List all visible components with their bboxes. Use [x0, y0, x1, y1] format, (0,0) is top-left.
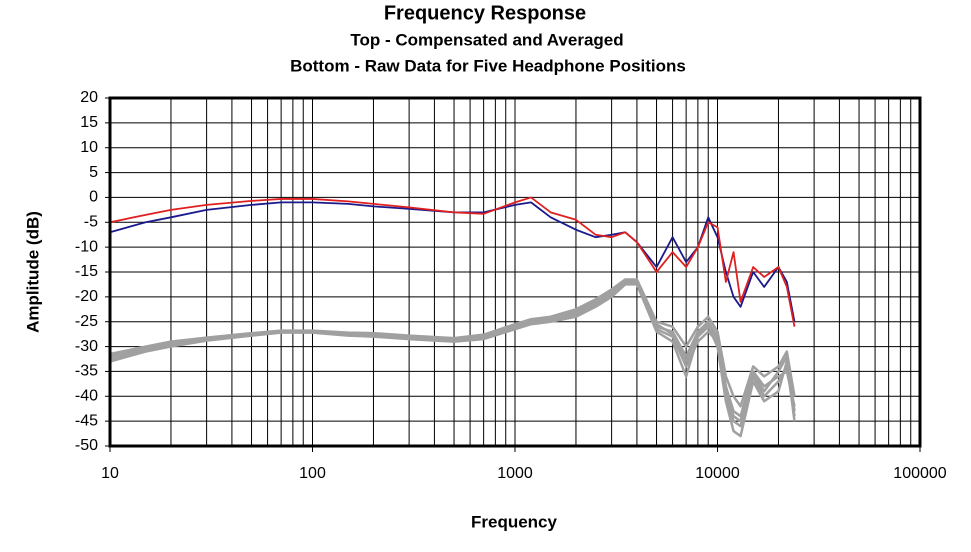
y-axis-title: Amplitude (dB): [23, 211, 42, 333]
x-tick-label: 100: [299, 465, 326, 482]
y-tick-label: -45: [75, 412, 98, 429]
y-tick-label: 15: [80, 114, 98, 131]
x-tick-label: 10: [101, 465, 119, 482]
x-tick-label: 100000: [893, 465, 946, 482]
x-tick-label: 1000: [497, 465, 533, 482]
y-tick-label: -15: [75, 263, 98, 280]
y-tick-label: -30: [75, 338, 98, 355]
series-line: [109, 279, 796, 423]
y-tick-label: -40: [75, 388, 98, 405]
y-tick-label: 10: [80, 139, 98, 156]
y-tick-label: -5: [84, 214, 98, 231]
x-tick-label: 10000: [695, 465, 740, 482]
x-axis-title: Frequency: [471, 512, 558, 531]
series-line: [109, 283, 796, 438]
y-tick-label: 5: [89, 164, 98, 181]
y-tick-label: -25: [75, 313, 98, 330]
plot-border: [108, 96, 922, 448]
chart-subtitle: Top - Compensated and Averaged: [350, 30, 623, 49]
y-tick-label: -50: [75, 437, 98, 454]
chart-title: Frequency Response: [384, 2, 586, 24]
series-line: [109, 196, 796, 327]
y-tick-label: 0: [89, 189, 98, 206]
y-tick-label: 20: [80, 89, 98, 106]
series-line: [109, 281, 796, 428]
series-line: [109, 201, 796, 322]
y-tick-label: -10: [75, 238, 98, 255]
y-tick-label: -35: [75, 363, 98, 380]
y-tick-label: -20: [75, 288, 98, 305]
chart-subtitle: Bottom - Raw Data for Five Headphone Pos…: [290, 56, 686, 75]
